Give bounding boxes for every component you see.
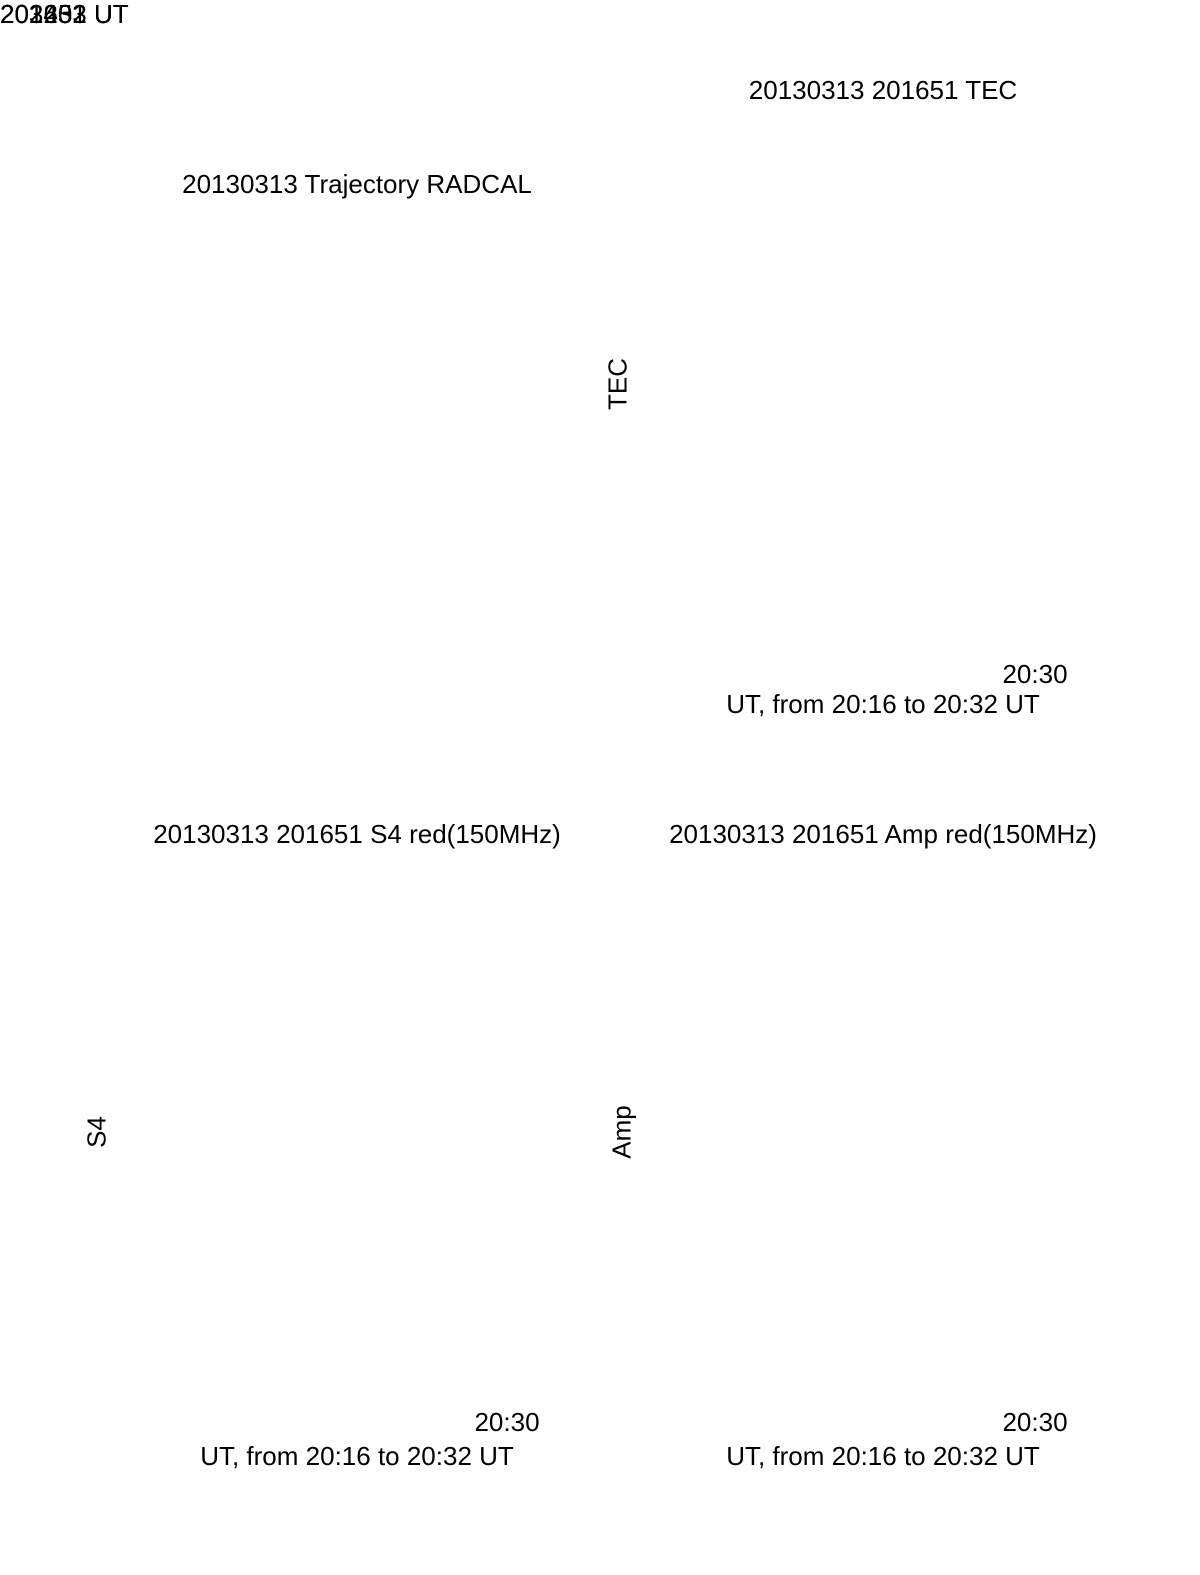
trajectory-annotation-end: 203202 UT	[0, 0, 129, 29]
amp-plot-title: 20130313 201651 Amp red(150MHz)	[669, 819, 1097, 849]
trajectory-annotation-start: 201651 UT	[0, 0, 129, 29]
amp-y-axis-label: Amp	[606, 1105, 637, 1159]
amp-x-tick-label: 20:30	[1002, 1407, 1068, 1437]
tec-y-axis-label: TEC	[602, 358, 633, 410]
polar-plot-title: 20130313 Trajectory RADCAL	[182, 169, 532, 199]
s4-x-tick-label: 20:30	[474, 1407, 540, 1437]
s4-y-axis-label: S4	[81, 1116, 112, 1148]
tec-x-tick-label: 20:30	[1002, 659, 1068, 689]
s4-plot-title: 20130313 201651 S4 red(150MHz)	[153, 819, 561, 849]
amp-x-axis-label: UT, from 20:16 to 20:32 UT	[726, 1441, 1040, 1471]
s4-x-axis-label: UT, from 20:16 to 20:32 UT	[200, 1441, 514, 1471]
trajectory-annotation-mid: 202433 UT	[0, 0, 129, 29]
tec-x-axis-label: UT, from 20:16 to 20:32 UT	[726, 689, 1040, 719]
tec-plot-title: 20130313 201651 TEC	[748, 75, 1018, 105]
